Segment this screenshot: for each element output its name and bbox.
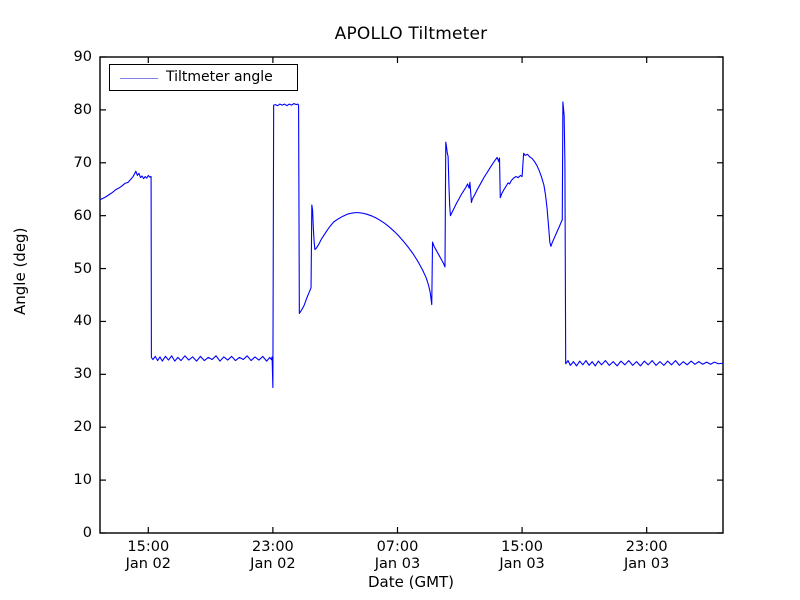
x-axis-label: Date (GMT) xyxy=(0,573,800,591)
x-axis-label-text: Date (GMT) xyxy=(367,573,455,591)
data-series-group xyxy=(99,101,724,389)
y-tick-label: 10 xyxy=(73,472,92,489)
x-tick-label: 23:00 Jan 02 xyxy=(250,539,296,572)
y-tick-label: 60 xyxy=(73,207,92,224)
axes-border xyxy=(99,56,724,534)
chart-title-text: APOLLO Tiltmeter xyxy=(334,24,488,44)
x-tick-label: 23:00 Jan 03 xyxy=(623,539,670,572)
y-tick-label: 50 xyxy=(73,260,92,277)
y-tick-label: 90 xyxy=(73,49,92,65)
chart-title: APOLLO Tiltmeter xyxy=(0,24,800,44)
legend-line-swatch xyxy=(120,78,158,79)
x-tick-label: 07:00 Jan 03 xyxy=(374,539,421,572)
legend: Tiltmeter angle xyxy=(109,64,298,91)
y-tick-label: 40 xyxy=(73,313,92,330)
axis-ticks xyxy=(100,56,723,534)
x-tick-label: 15:00 Jan 02 xyxy=(125,539,171,572)
axes-frame xyxy=(99,56,724,534)
y-tick-label: 20 xyxy=(73,419,92,436)
series-line-tiltmeter-angle xyxy=(99,101,724,389)
y-tick-label: 80 xyxy=(73,101,92,118)
y-tick-label: 70 xyxy=(73,154,92,171)
x-tick-label: 15:00 Jan 03 xyxy=(499,539,545,572)
y-tick-label: 0 xyxy=(82,525,92,541)
legend-label: Tiltmeter angle xyxy=(166,69,273,85)
y-axis-label: Angle (deg) xyxy=(11,227,29,315)
y-tick-label: 30 xyxy=(73,366,92,383)
